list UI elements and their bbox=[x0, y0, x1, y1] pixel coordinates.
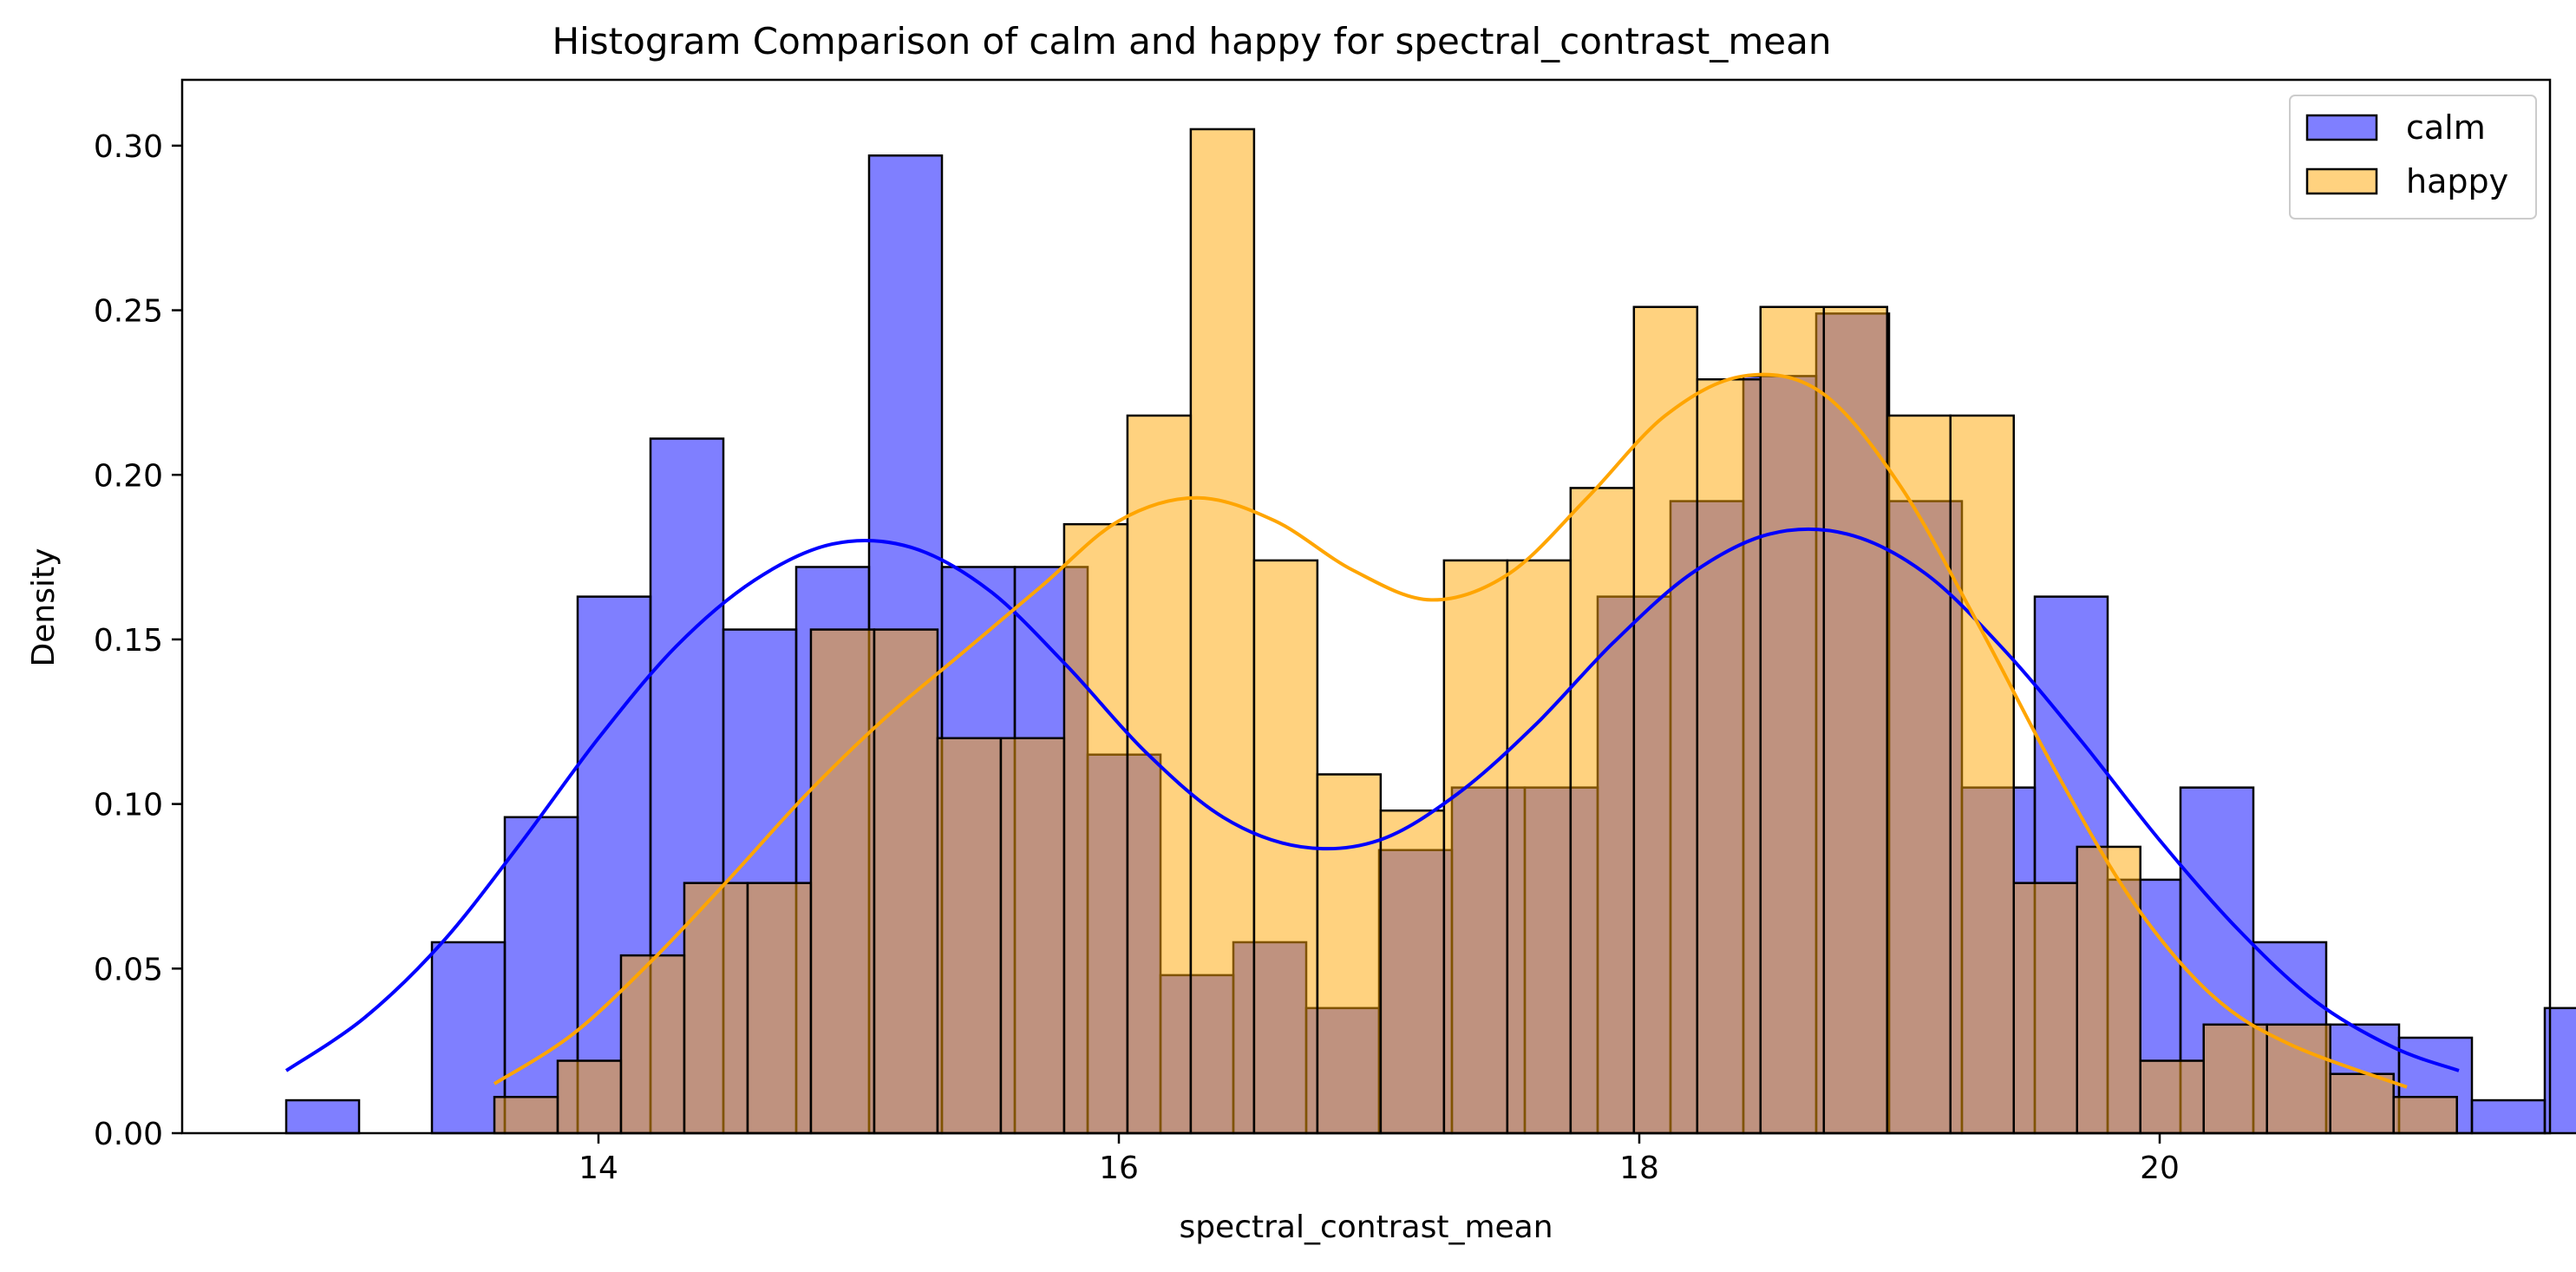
bar-happy-5 bbox=[809, 628, 876, 1135]
bar-happy-0 bbox=[493, 1096, 559, 1135]
bar-happy-3 bbox=[683, 882, 749, 1135]
bar-happy-18 bbox=[1632, 305, 1699, 1135]
plot-area bbox=[284, 128, 2576, 1135]
y-tick-label-4: 0.20 bbox=[94, 458, 163, 494]
legend: calm happy bbox=[2289, 95, 2537, 220]
y-tick-label-6: 0.30 bbox=[94, 129, 163, 165]
bar-happy-19 bbox=[1696, 377, 1762, 1135]
kde-line-happy bbox=[493, 372, 2408, 1089]
axes: 14 16 18 20 0.00 0.05 0.10 0.15 0.20 0.25 0.30 bbox=[94, 129, 2180, 1186]
bar-calm-30 bbox=[2470, 1098, 2547, 1135]
x-tick-label-1: 16 bbox=[1099, 1151, 1139, 1186]
x-tick-label-2: 18 bbox=[1619, 1151, 1659, 1186]
x-tick-label-0: 14 bbox=[579, 1151, 618, 1186]
legend-label-calm: calm bbox=[2406, 108, 2486, 147]
bar-happy-16 bbox=[1506, 559, 1572, 1135]
bar-happy-6 bbox=[873, 628, 939, 1135]
bar-calm-2 bbox=[430, 941, 507, 1135]
bar-happy-29 bbox=[2329, 1072, 2395, 1135]
y-axis-label: Density bbox=[26, 548, 62, 667]
x-tick-label-3: 20 bbox=[2140, 1151, 2180, 1186]
bar-happy-28 bbox=[2265, 1023, 2331, 1135]
y-tick-label-0: 0.00 bbox=[94, 1117, 163, 1152]
kde-line-calm bbox=[284, 527, 2460, 1072]
bar-happy-1 bbox=[556, 1059, 623, 1135]
bar-happy-27 bbox=[2202, 1023, 2268, 1135]
bar-happy-20 bbox=[1759, 305, 1826, 1135]
bar-happy-26 bbox=[2139, 1059, 2205, 1135]
bar-happy-8 bbox=[999, 737, 1066, 1135]
bar-happy-30 bbox=[2392, 1096, 2458, 1135]
bar-happy-13 bbox=[1316, 773, 1383, 1135]
bar-happy-9 bbox=[1062, 522, 1129, 1135]
y-tick-label-5: 0.25 bbox=[94, 294, 163, 330]
bar-happy-7 bbox=[936, 737, 1003, 1135]
bar-happy-4 bbox=[746, 882, 813, 1135]
bar-calm-0 bbox=[284, 1098, 361, 1135]
bar-happy-10 bbox=[1126, 414, 1193, 1135]
series-happy-bars bbox=[493, 128, 2458, 1135]
y-tick-label-1: 0.05 bbox=[94, 952, 163, 987]
legend-label-happy: happy bbox=[2406, 162, 2508, 200]
bar-happy-14 bbox=[1379, 809, 1446, 1135]
bar-happy-11 bbox=[1189, 128, 1256, 1135]
y-tick-label-2: 0.10 bbox=[94, 788, 163, 823]
y-tick-label-3: 0.15 bbox=[94, 623, 163, 659]
bar-happy-25 bbox=[2076, 845, 2141, 1135]
legend-swatch-calm bbox=[2305, 114, 2378, 141]
plot-frame bbox=[180, 78, 2552, 1135]
legend-swatch-happy bbox=[2305, 167, 2378, 195]
bar-happy-24 bbox=[2012, 882, 2079, 1135]
x-axis-label: spectral_contrast_mean bbox=[1179, 1210, 1553, 1245]
bar-happy-17 bbox=[1569, 487, 1636, 1135]
bar-happy-21 bbox=[1822, 305, 1889, 1135]
bar-happy-15 bbox=[1442, 559, 1509, 1135]
chart-title: Histogram Comparison of calm and happy f… bbox=[552, 20, 1832, 62]
bar-happy-23 bbox=[1949, 414, 2016, 1135]
bar-happy-22 bbox=[1886, 414, 1952, 1135]
